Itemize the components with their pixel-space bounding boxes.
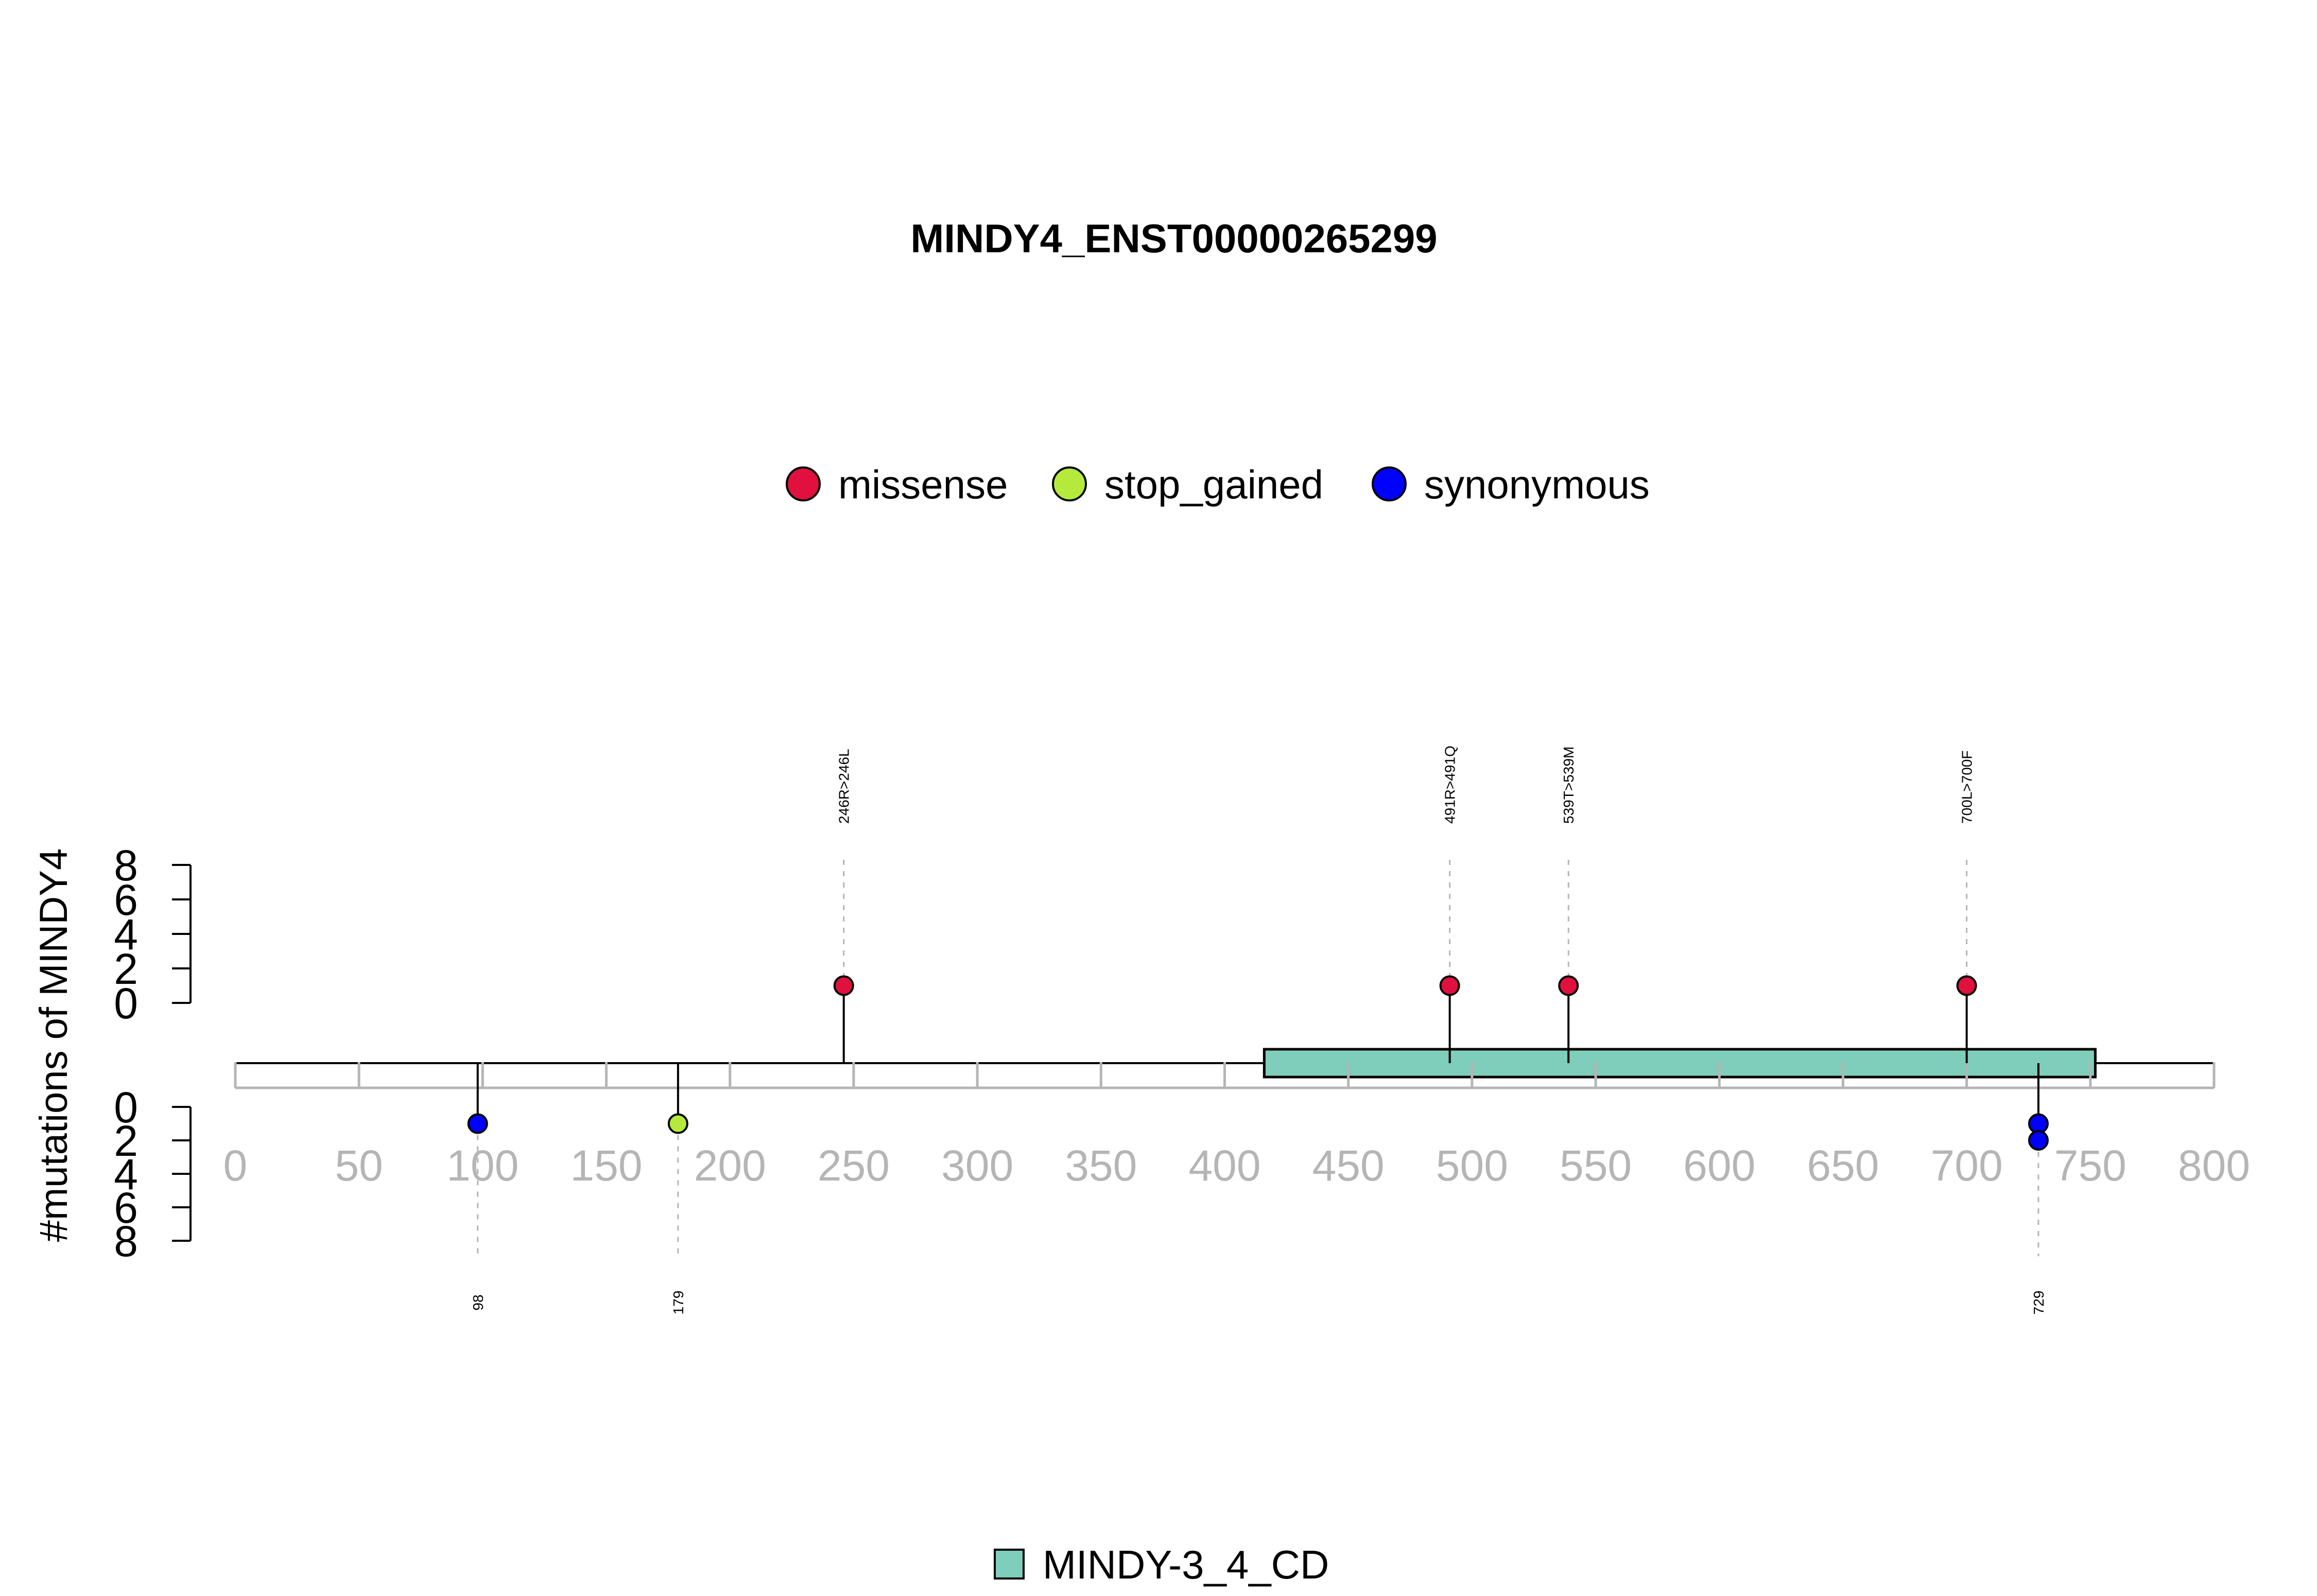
mutation-label-491R>491Q: 491R>491Q (1442, 745, 1458, 824)
marker-539T>539M (1558, 975, 1579, 996)
mutation-type-legend: missense stop_gained synonymous (786, 462, 1650, 507)
y-tick-label-upper-0: 0 (114, 979, 138, 1028)
chart-title: MINDY4_ENST00000265299 (910, 216, 1437, 261)
x-tick-label-650: 650 (1807, 1141, 1879, 1190)
marker-98-1 (467, 1113, 488, 1134)
x-tick-label-700: 700 (1931, 1141, 2003, 1190)
legend-label-missense: missense (838, 462, 1008, 507)
y-axis-label: #mutations of MINDY4 (32, 848, 76, 1242)
y-tick-label-lower-2: 2 (114, 1117, 138, 1165)
y-tick-label-upper-6: 6 (114, 876, 138, 924)
legend-marker-stop_gained (1052, 466, 1087, 501)
domain-legend-marker-MINDY-3_4_CD (994, 1549, 1025, 1580)
mutation-label-179: 179 (670, 1291, 686, 1315)
x-tick-label-250: 250 (818, 1141, 890, 1190)
y-tick-label-lower-4: 4 (114, 1150, 138, 1199)
marker-491R>491Q (1439, 975, 1460, 996)
x-tick-label-350: 350 (1065, 1141, 1137, 1190)
mutation-label-539T>539M: 539T>539M (1561, 747, 1577, 824)
x-tick-label-800: 800 (2178, 1141, 2250, 1190)
mutation-label-700L>700F: 700L>700F (1959, 751, 1975, 824)
marker-729-2 (2028, 1130, 2049, 1151)
mutation-label-246R>246L: 246R>246L (836, 749, 852, 824)
x-tick-label-100: 100 (446, 1141, 518, 1190)
legend-marker-synonymous (1372, 466, 1407, 501)
x-tick-label-50: 50 (335, 1141, 383, 1190)
y-tick-label-upper-8: 8 (114, 841, 138, 890)
domain-legend: MINDY-3_4_CD (994, 1542, 1329, 1587)
y-tick-label-upper-2: 2 (114, 945, 138, 993)
x-tick-label-300: 300 (941, 1141, 1013, 1190)
x-tick-label-450: 450 (1312, 1141, 1385, 1190)
mutation-lollipops: 246R>246L 491R>491Q 539T>539M 700L>700F 98 17… (467, 745, 2049, 1315)
marker-700L>700F (1956, 975, 1977, 996)
legend-marker-missense (786, 466, 821, 501)
y-tick-label-lower-0: 0 (114, 1083, 138, 1132)
x-axis: 0 50 100 150 200 250 300 350 400 450 500 550 600 650 7… (223, 1062, 2250, 1190)
legend-label-stop_gained: stop_gained (1104, 462, 1323, 507)
x-tick-label-0: 0 (223, 1141, 248, 1190)
y-tick-label-lower-8: 8 (114, 1217, 138, 1265)
y-tick-label-upper-4: 4 (114, 910, 138, 959)
x-tick-label-200: 200 (694, 1141, 766, 1190)
domain-legend-label-MINDY-3_4_CD: MINDY-3_4_CD (1043, 1542, 1329, 1587)
legend-label-synonymous: synonymous (1424, 462, 1650, 507)
x-tick-label-150: 150 (570, 1141, 642, 1190)
x-tick-label-400: 400 (1188, 1141, 1260, 1190)
x-tick-label-550: 550 (1560, 1141, 1632, 1190)
domain-MINDY-3_4_CD (1263, 1048, 2097, 1079)
marker-179-1 (667, 1113, 688, 1134)
x-tick-label-600: 600 (1683, 1141, 1755, 1190)
x-tick-label-500: 500 (1436, 1141, 1508, 1190)
y-tick-label-lower-6: 6 (114, 1184, 138, 1232)
mutation-label-98: 98 (470, 1294, 486, 1310)
mutation-label-729: 729 (2031, 1291, 2047, 1315)
x-tick-label-750: 750 (2054, 1141, 2126, 1190)
marker-246R>246L (833, 975, 854, 996)
